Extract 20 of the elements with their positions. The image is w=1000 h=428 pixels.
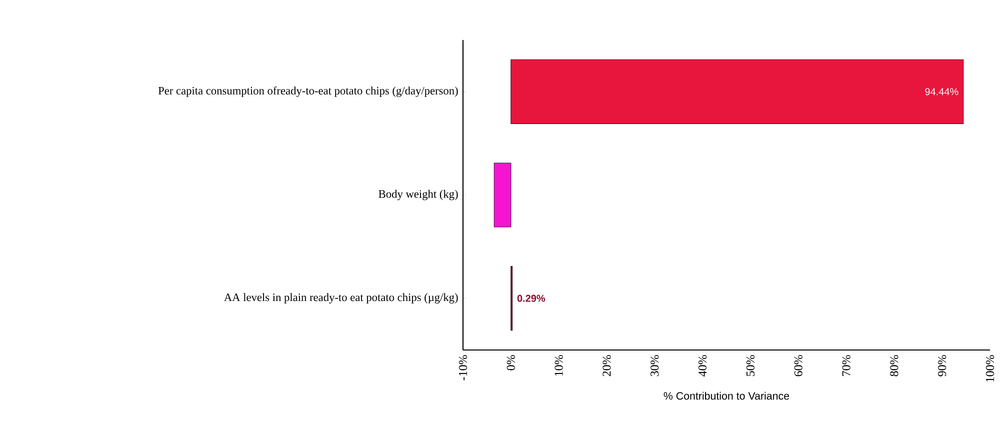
x-tick-label: 10%: [554, 355, 563, 376]
x-axis-title: % Contribution to Variance: [664, 392, 790, 400]
x-tick-label: 30%: [650, 355, 659, 376]
x-tick-label: 50%: [746, 355, 755, 376]
x-tick-label: 80%: [890, 355, 898, 376]
x-tick-label: 20%: [602, 355, 611, 376]
bar: [494, 162, 512, 228]
x-tick-label: -10%: [458, 355, 468, 380]
x-tick-label: 60%: [794, 355, 802, 376]
y-tick-label: AA levels in plain ready-to eat potato chips (µg/kg): [224, 293, 458, 304]
x-tick-label: 90%: [938, 355, 946, 376]
data-label: 94.44%: [925, 88, 958, 96]
x-tick-label: 100%: [986, 355, 994, 382]
y-tick-label: Body weight (kg): [378, 190, 458, 200]
x-tick-label: 0%: [506, 355, 515, 370]
x-tick-label: 70%: [842, 355, 850, 376]
x-tick-label: 40%: [698, 355, 707, 376]
y-tick-label: Per capita consumption ofready-to-eat potato chips (g/day/person): [158, 86, 458, 97]
data-label: 0.29%: [517, 294, 546, 302]
bar: [510, 59, 964, 124]
